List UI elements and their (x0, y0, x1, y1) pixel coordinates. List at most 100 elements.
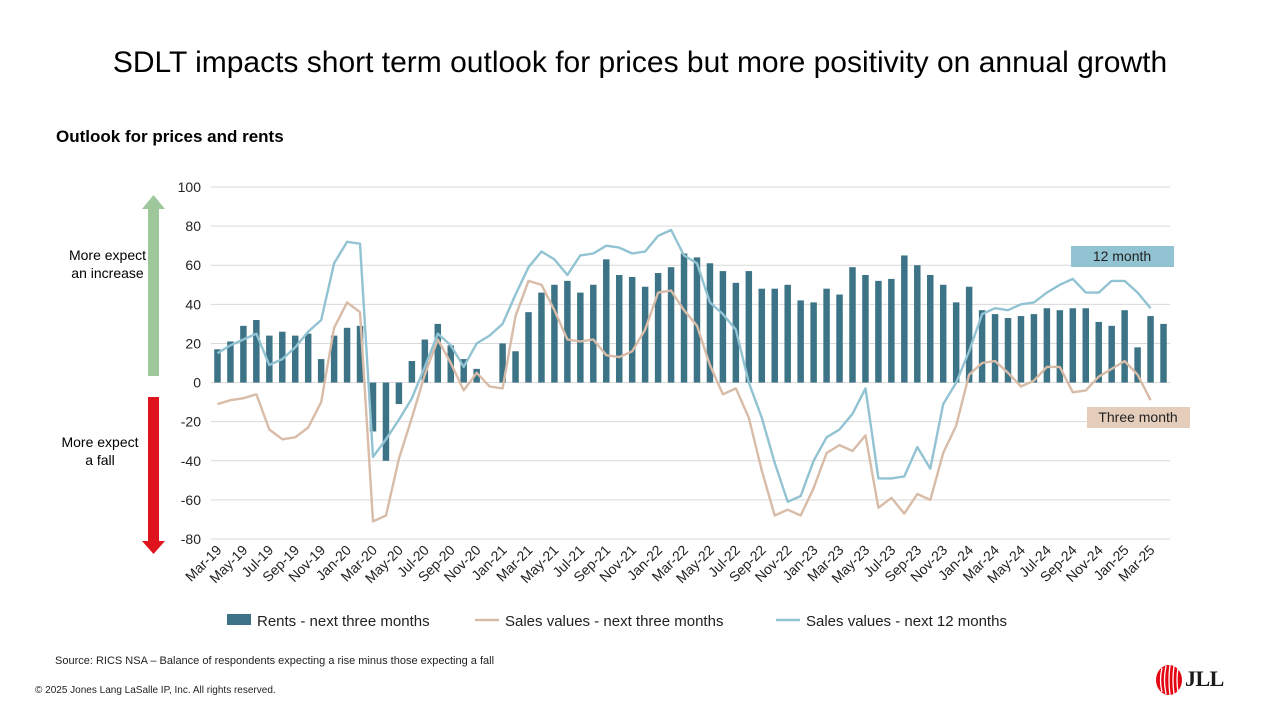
sales-12m-line (216, 228, 1152, 503)
rent-bar (317, 359, 325, 383)
rent-bar (1030, 314, 1038, 383)
badge-three-month (1087, 407, 1190, 428)
rent-bar (1056, 310, 1064, 383)
rent-bar (693, 257, 701, 383)
rent-bar (991, 314, 999, 383)
badge-12-month-text: 12 month (1093, 248, 1151, 264)
rent-bar (499, 343, 506, 383)
rent-bar (253, 319, 260, 383)
rent-bar (978, 310, 986, 383)
y-tick-label: -20 (181, 414, 201, 430)
rent-bar (836, 294, 843, 383)
legend-label: Rents - next three months (257, 613, 430, 630)
rent-bar (304, 333, 312, 383)
badge-three-month-text: Three month (1098, 409, 1177, 425)
rent-bar (719, 271, 727, 383)
rent-bar (628, 276, 636, 383)
slide-title: SDLT impacts short term outlook for pric… (112, 46, 1168, 79)
rent-bar (823, 288, 830, 383)
jll-logo: JLL (1155, 664, 1227, 696)
rent-bar (706, 263, 714, 383)
rent-bar (797, 300, 804, 383)
rent-bar (1095, 321, 1102, 383)
rent-bar (240, 325, 247, 383)
y-tick-label: 40 (185, 296, 201, 312)
rent-bar (1082, 308, 1090, 383)
rent-bar (1134, 347, 1141, 383)
sales-lines (216, 228, 1152, 523)
rent-bar (1108, 325, 1115, 383)
rent-bar (680, 253, 688, 383)
legend-label: Sales values - next three months (505, 613, 723, 630)
fall-label: More expect a fall (61, 434, 139, 468)
source-note: Source: RICS NSA – Balance of respondent… (55, 655, 495, 667)
rent-bar (1069, 308, 1077, 383)
jll-logo-text: JLL (1185, 666, 1224, 691)
rent-bar (525, 312, 532, 383)
copyright-note: © 2025 Jones Lang LaSalle IP, Inc. All r… (35, 685, 276, 696)
rent-bar (965, 286, 973, 383)
rent-bar (771, 288, 778, 383)
sales-3m-line (217, 279, 1152, 523)
rent-bar (875, 280, 882, 383)
rent-bar (291, 335, 299, 383)
rent-bar (784, 284, 791, 383)
y-tick-label: -40 (181, 453, 201, 469)
x-axis: Mar-19May-19Jul-19Sep-19Nov-19Jan-20Mar-… (182, 542, 1158, 586)
rent-bar (473, 368, 480, 383)
rent-bar (214, 349, 221, 383)
rent-bar (888, 278, 895, 383)
legend-swatch-bar (227, 614, 251, 625)
chart-grid (211, 186, 1170, 540)
rent-bar (615, 275, 623, 383)
rent-bar (512, 351, 519, 383)
y-tick-label: -80 (181, 531, 201, 547)
y-tick-label: -60 (181, 492, 201, 508)
down-arrow-head-icon (142, 541, 165, 554)
rent-bar (758, 288, 766, 383)
rent-bar (1043, 308, 1051, 383)
down-arrow-shaft (148, 397, 159, 542)
rent-bar (1147, 316, 1154, 383)
series-badges: 12 month Three month (1071, 246, 1190, 428)
rent-bar (952, 302, 960, 383)
up-arrow-shaft (148, 209, 159, 376)
rent-bar (914, 265, 921, 383)
y-tick-label: 20 (185, 335, 201, 351)
rent-bar (279, 331, 286, 383)
rent-bar (654, 273, 662, 383)
y-tick-label: 60 (185, 257, 201, 273)
badge-12-month (1071, 246, 1174, 267)
rent-bar (927, 275, 934, 383)
y-tick-label: 0 (193, 375, 201, 391)
rent-bar (369, 382, 377, 432)
rent-bar (343, 327, 351, 383)
chart-subtitle: Outlook for prices and rents (56, 127, 284, 146)
rent-bar (551, 284, 558, 383)
rent-bar (382, 382, 390, 461)
y-axis: -80 -60 -40 -20 0 20 40 60 80 100 (178, 179, 202, 547)
rent-bar (745, 271, 753, 383)
rent-bar (577, 292, 584, 383)
rent-bar (901, 255, 908, 383)
rent-bar (227, 341, 234, 383)
rent-bar (1017, 316, 1025, 383)
rent-bar (1160, 323, 1167, 383)
rent-bar (408, 361, 416, 383)
rent-bar (395, 382, 403, 405)
increase-label: More expect an increase (68, 247, 147, 281)
rent-bar (1004, 318, 1012, 383)
direction-arrows (142, 195, 165, 554)
rent-bar (266, 335, 273, 383)
rent-bar (849, 267, 856, 383)
rent-bar (810, 302, 817, 383)
rent-bar (939, 284, 947, 383)
rent-bar (590, 284, 597, 383)
jll-logo-mark-icon (1156, 664, 1182, 696)
rent-bar (330, 335, 338, 383)
rent-bar (421, 339, 429, 383)
rent-bar (434, 323, 442, 383)
legend-label: Sales values - next 12 months (806, 613, 1007, 630)
chart-legend: Rents - next three months Sales values - … (227, 613, 1007, 630)
